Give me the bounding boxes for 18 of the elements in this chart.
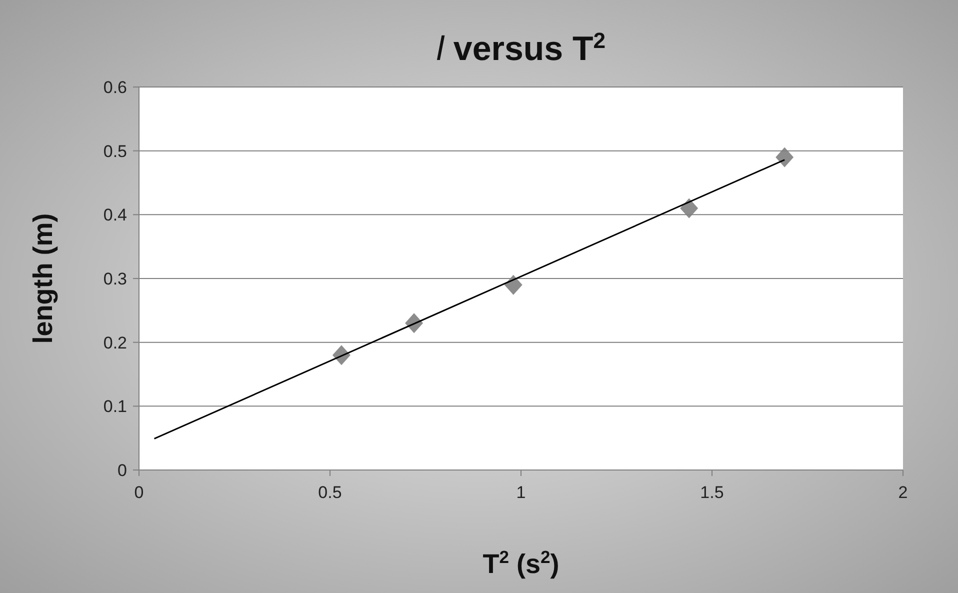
x-tick-label: 0.5	[318, 483, 342, 502]
point	[504, 274, 522, 295]
y-tick-label: 0.6	[103, 78, 127, 97]
y-tick-label: 0	[118, 460, 127, 480]
y-tick-label: 0.4	[103, 206, 127, 225]
point	[776, 147, 794, 168]
y-tick-label: 0.2	[103, 333, 127, 352]
y-tick-label: 0.1	[103, 397, 127, 416]
chart-title: l versus T$^{2}$	[436, 28, 606, 68]
y-tick-label: 0.3	[103, 269, 127, 288]
y-axis-title: length (m)	[28, 213, 58, 344]
x-tick-label: 1.5	[700, 483, 724, 502]
x-axis-title: T$^{2}$ (s$^{2}$)	[482, 547, 560, 579]
x-tick-label: 1	[516, 483, 526, 502]
point	[680, 198, 698, 218]
x-tick-label: 0	[134, 483, 144, 502]
y-tick-label: 0.5	[103, 142, 127, 161]
x-tick-label: 2	[898, 483, 908, 502]
